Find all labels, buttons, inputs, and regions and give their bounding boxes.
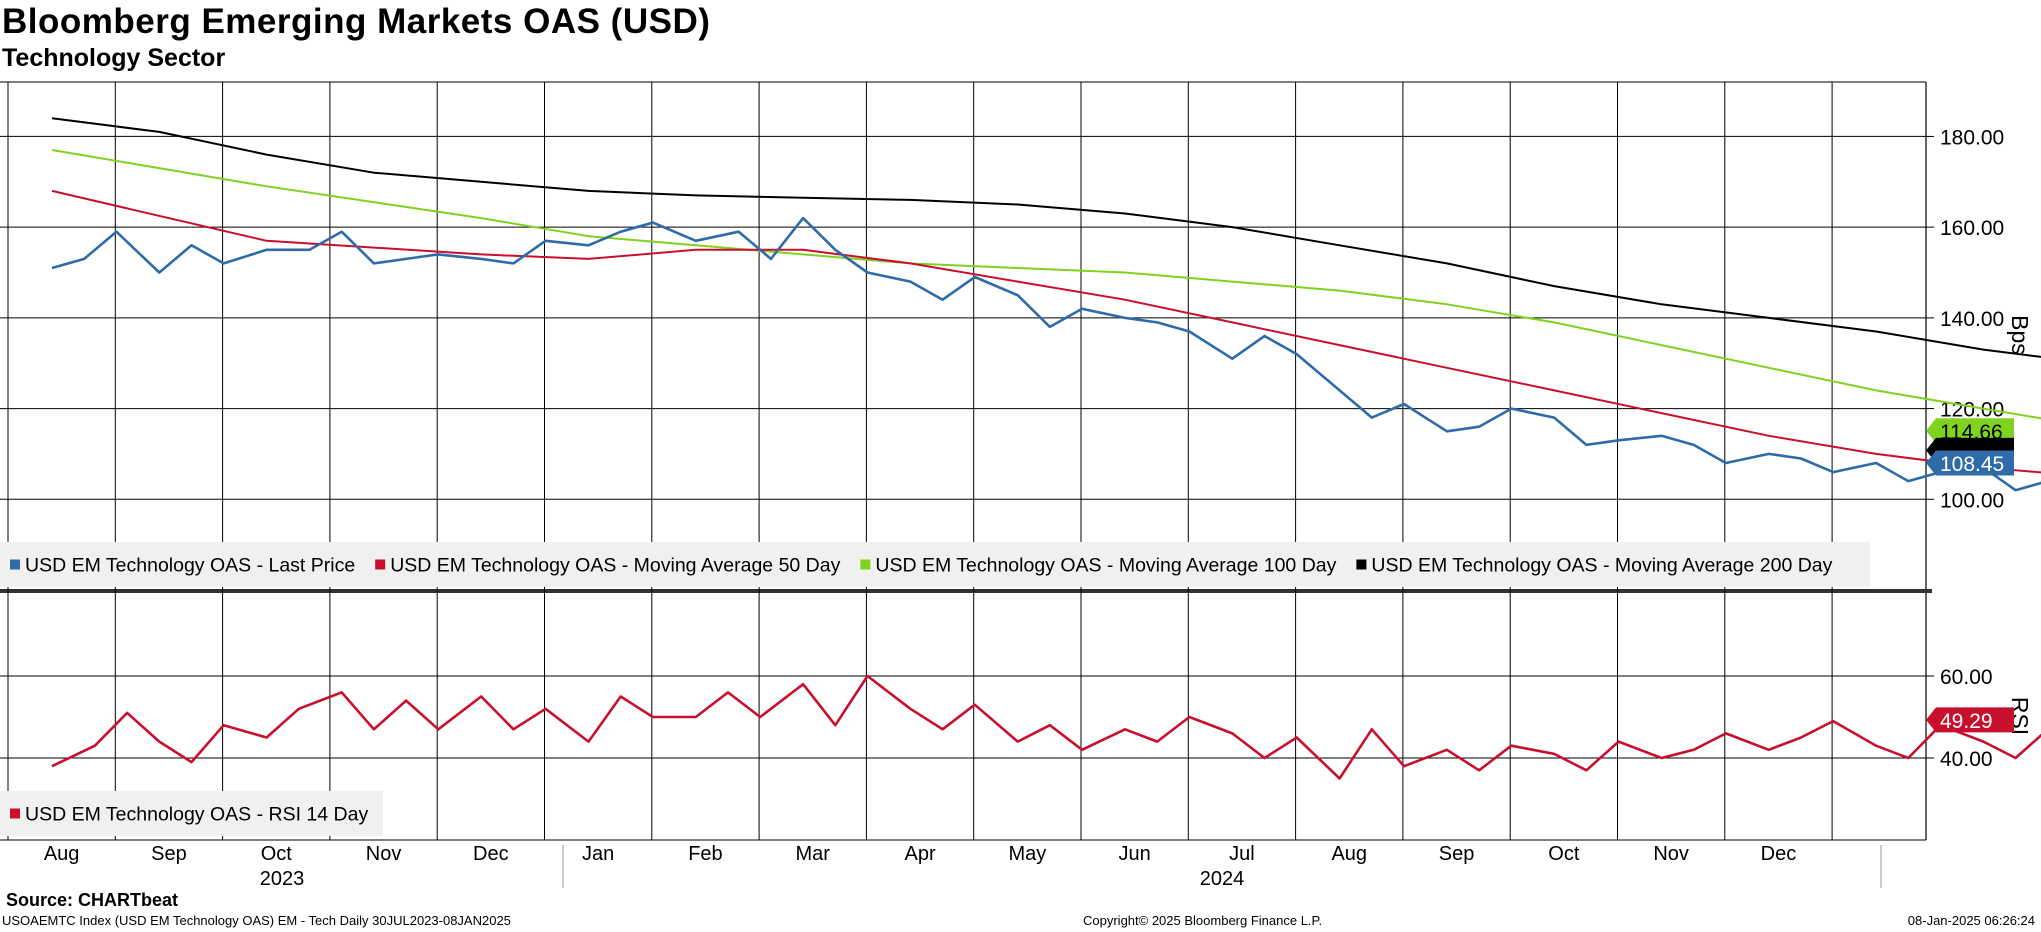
legend-entry: USD EM Technology OAS - Moving Average 1… xyxy=(875,555,1336,577)
x-month-label: Dec xyxy=(473,843,509,865)
x-month-label: Oct xyxy=(1548,843,1580,865)
chart-canvas[interactable]: 100.00120.00140.00160.00180.0040.0060.00… xyxy=(0,0,2041,890)
legend-swatch xyxy=(375,559,386,570)
usd-em-technology-oas-moving-average-50-day-line xyxy=(51,189,2041,474)
x-month-label: Oct xyxy=(261,843,293,865)
legend-entry: USD EM Technology OAS - Moving Average 2… xyxy=(1371,555,1832,577)
x-month-label: Apr xyxy=(904,843,935,865)
index-info: USOAEMTC Index (USD EM Technology OAS) E… xyxy=(2,913,511,928)
panel-divider xyxy=(0,589,1932,593)
x-year-label: 2024 xyxy=(1200,868,1245,890)
x-month-label: Sep xyxy=(1439,843,1475,865)
usd-em-technology-oas-last-price-value-tag: 108.45 xyxy=(1926,450,2014,476)
x-month-label: Nov xyxy=(366,843,402,865)
value-tag-label: 49.29 xyxy=(1940,710,1993,733)
price-tick-label: 180.00 xyxy=(1940,126,2004,149)
value-tag-label: 108.45 xyxy=(1940,453,2004,476)
legend-entry: USD EM Technology OAS - Moving Average 5… xyxy=(390,555,840,577)
x-month-label: Aug xyxy=(44,843,80,865)
x-month-label: Jan xyxy=(582,843,614,865)
x-year-label: 2023 xyxy=(260,868,305,890)
rsi-tick-label: 60.00 xyxy=(1940,666,1993,689)
x-month-label: Mar xyxy=(796,843,831,865)
usd-em-technology-oas-moving-average-100-day-line xyxy=(51,149,2041,420)
usd-em-technology-oas-rsi-14-day-value-tag: 49.29 xyxy=(1926,707,2014,733)
x-month-label: Dec xyxy=(1761,843,1797,865)
legend-background xyxy=(0,542,1870,587)
legend-swatch xyxy=(1356,559,1367,570)
legend-entry: USD EM Technology OAS - Last Price xyxy=(25,555,355,577)
legend-entry: USD EM Technology OAS - RSI 14 Day xyxy=(25,804,368,826)
chart-title: Bloomberg Emerging Markets OAS (USD) xyxy=(2,2,711,41)
price-legend: USD EM Technology OAS - Last Price USD EM… xyxy=(0,542,1870,587)
price-tick-label: 160.00 xyxy=(1940,217,2004,240)
usd-em-technology-oas-moving-average-200-day-line xyxy=(51,117,2041,358)
usd-em-technology-oas-rsi-14-day-line xyxy=(51,674,2041,780)
x-month-label: May xyxy=(1008,843,1046,865)
price-tick-label: 140.00 xyxy=(1940,308,2004,331)
chart-subtitle: Technology Sector xyxy=(2,44,226,72)
legend-swatch xyxy=(860,559,871,570)
copyright-note: Copyright© 2025 Bloomberg Finance L.P. xyxy=(1083,913,1323,928)
price-axis-title: Bps xyxy=(2007,315,2033,355)
x-month-label: Jun xyxy=(1119,843,1151,865)
legend-swatch xyxy=(10,808,20,819)
price-tick-label: 100.00 xyxy=(1940,489,2004,512)
x-month-label: Sep xyxy=(151,843,187,865)
x-month-label: Jul xyxy=(1229,843,1255,865)
source-note: Source: CHARTbeat xyxy=(6,890,179,910)
rsi-tick-label: 40.00 xyxy=(1940,748,1993,771)
x-month-label: Nov xyxy=(1653,843,1689,865)
legend-background xyxy=(0,791,383,836)
rsi-legend: USD EM Technology OAS - RSI 14 Day xyxy=(0,791,383,836)
x-month-label: Feb xyxy=(688,843,722,865)
x-month-label: Aug xyxy=(1331,843,1367,865)
value-tag-shape xyxy=(1926,450,2014,476)
value-tag-shape xyxy=(1926,418,2014,444)
legend-swatch xyxy=(10,559,20,570)
usd-em-technology-oas-last-price-line xyxy=(51,216,2041,492)
timestamp: 08-Jan-2025 06:26:24 xyxy=(1907,913,2035,928)
value-tag-shape xyxy=(1926,707,2014,733)
